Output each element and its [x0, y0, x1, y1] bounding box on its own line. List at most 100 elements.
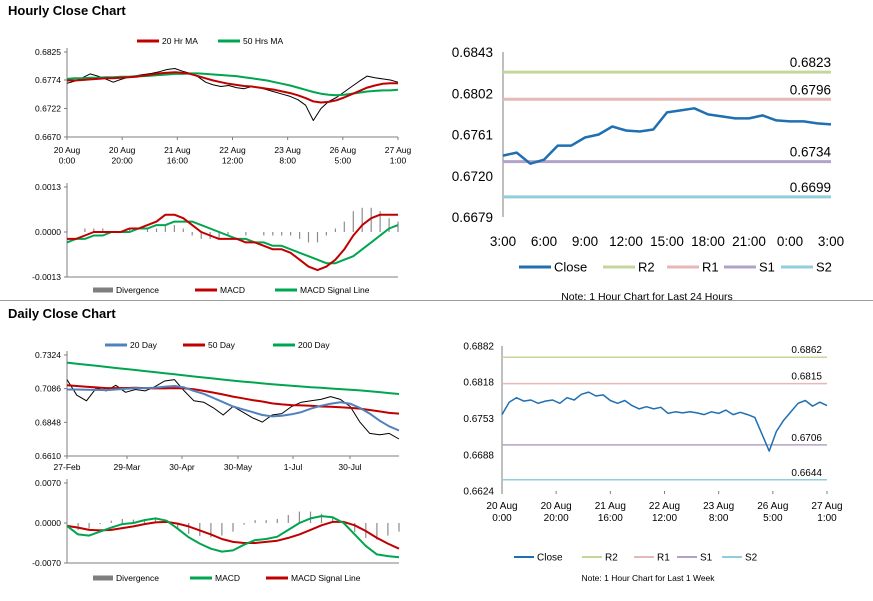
x-tick-label: 1:00: [390, 156, 407, 166]
legend-swatch: [781, 265, 813, 269]
x-tick-label: 12:00: [609, 234, 643, 249]
x-tick-label: 21 Aug: [595, 501, 626, 512]
legend-swatch: [275, 288, 297, 292]
x-tick-label: 27 Aug: [385, 145, 412, 155]
x-tick-label: 20:00: [112, 156, 134, 166]
level-label-s1: 0.6734: [790, 145, 832, 160]
legend-label: Divergence: [116, 573, 159, 583]
legend-label: MACD Signal Line: [300, 285, 370, 295]
legend-label: R1: [657, 553, 670, 564]
legend-swatch: [183, 343, 205, 347]
legend-label: MACD: [215, 573, 240, 583]
x-tick-label: 1-Jul: [284, 462, 303, 472]
x-tick-label: 0:00: [59, 156, 76, 166]
y-tick-label: 0.0013: [35, 182, 61, 192]
legend-swatch: [677, 556, 697, 558]
y-tick-label: -0.0070: [32, 558, 61, 568]
x-tick-label: 12:00: [652, 513, 677, 524]
chart-note: Note: 1 Hour Chart for Last 1 Week: [581, 573, 715, 583]
y-tick-label: 0.7324: [35, 350, 61, 360]
x-tick-label: 8:00: [279, 156, 296, 166]
x-tick-label: 3:00: [490, 234, 516, 249]
legend-swatch: [519, 265, 551, 269]
x-tick-label: 0:00: [492, 513, 512, 524]
y-tick-label: 0.6753: [463, 414, 494, 425]
legend-label: 50 Hrs MA: [243, 36, 283, 46]
legend-label: 20 Hr MA: [162, 36, 198, 46]
legend-label: S2: [816, 260, 832, 275]
y-tick-label: -0.0013: [32, 272, 61, 282]
x-tick-label: 1:00: [817, 513, 837, 524]
y-tick-label: 0.6679: [452, 210, 493, 225]
legend-label: 20 Day: [130, 340, 158, 350]
legend-swatch: [634, 556, 654, 558]
legend-swatch: [266, 576, 288, 580]
x-tick-label: 29-Mar: [114, 462, 141, 472]
x-tick-label: 30-May: [224, 462, 253, 472]
legend-swatch: [105, 343, 127, 347]
legend-swatch: [273, 343, 295, 347]
x-tick-label: 15:00: [650, 234, 684, 249]
legend-swatch: [93, 287, 113, 293]
chart-note: Note: 1 Hour Chart for Last 24 Hours: [561, 291, 733, 303]
legend-label: 200 Day: [298, 340, 330, 350]
y-tick-label: 0.6825: [35, 47, 61, 57]
legend-swatch: [603, 265, 635, 269]
x-tick-label: 6:00: [531, 234, 557, 249]
legend-swatch: [582, 556, 602, 558]
x-tick-label: 27 Aug: [811, 501, 842, 512]
legend-label: S1: [759, 260, 775, 275]
y-tick-label: 0.6843: [452, 45, 493, 60]
x-tick-label: 18:00: [691, 234, 725, 249]
level-label-r1: 0.6815: [791, 372, 822, 383]
daily-section-title: Daily Close Chart: [8, 306, 116, 321]
legend-swatch: [722, 556, 742, 558]
legend-label: Divergence: [116, 285, 159, 295]
section-divider: [0, 300, 873, 301]
x-tick-label: 21:00: [732, 234, 766, 249]
level-label-s2: 0.6644: [791, 468, 822, 479]
level-label-s1: 0.6706: [791, 433, 822, 444]
ma20-line: [67, 71, 398, 104]
legend-swatch: [514, 556, 534, 558]
y-tick-label: 0.0000: [35, 518, 61, 528]
level-label-r2: 0.6823: [790, 55, 831, 70]
y-tick-label: 0.7086: [35, 384, 61, 394]
x-tick-label: 20 Aug: [54, 145, 81, 155]
x-tick-label: 23 Aug: [274, 145, 301, 155]
y-tick-label: 0.6802: [452, 86, 493, 101]
level-label-r1: 0.6796: [790, 82, 831, 97]
legend-swatch: [667, 265, 699, 269]
x-tick-label: 3:00: [818, 234, 844, 249]
macd-line: [66, 515, 400, 559]
x-tick-label: 22 Aug: [219, 145, 246, 155]
y-tick-label: 0.0070: [35, 478, 61, 488]
x-tick-label: 23 Aug: [703, 501, 734, 512]
legend-label: S2: [745, 553, 758, 564]
x-tick-label: 21 Aug: [164, 145, 191, 155]
x-tick-label: 26 Aug: [757, 501, 788, 512]
y-tick-label: 0.6610: [35, 451, 61, 461]
y-tick-label: 0.0000: [35, 227, 61, 237]
x-tick-label: 20 Aug: [541, 501, 572, 512]
ma20-line: [67, 385, 400, 432]
legend-label: 50 Day: [208, 340, 236, 350]
legend-swatch: [190, 576, 212, 580]
legend-swatch: [218, 39, 240, 43]
x-tick-label: 20 Aug: [486, 501, 517, 512]
y-tick-label: 0.6688: [463, 451, 494, 462]
legend-swatch: [195, 288, 217, 292]
level-label-r2: 0.6862: [791, 345, 822, 356]
legend-label: S1: [700, 553, 713, 564]
x-tick-label: 16:00: [598, 513, 623, 524]
price-line: [66, 68, 399, 121]
x-tick-label: 20 Aug: [109, 145, 136, 155]
x-tick-label: 30-Jul: [338, 462, 361, 472]
y-tick-label: 0.6624: [463, 487, 494, 498]
close-line: [502, 107, 832, 165]
legend-label: R2: [605, 553, 618, 564]
x-tick-label: 0:00: [777, 234, 803, 249]
level-label-s2: 0.6699: [790, 180, 831, 195]
x-tick-label: 9:00: [572, 234, 598, 249]
